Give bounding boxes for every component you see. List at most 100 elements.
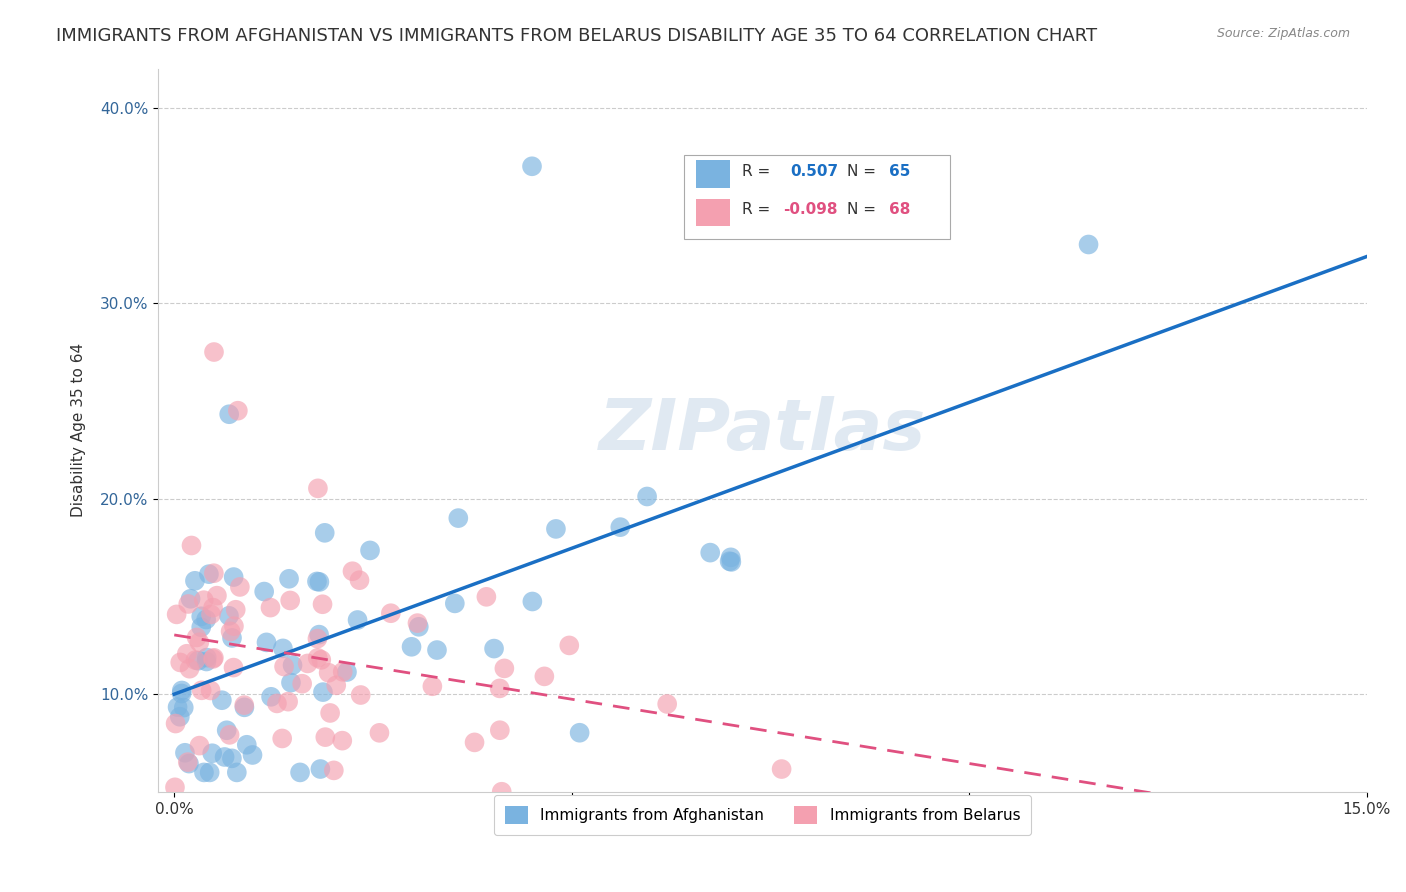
Point (368, 726, 391, 740)
Point (195, 655, 218, 669)
Y-axis label: Disability Age 35 to 64: Disability Age 35 to 64 (72, 343, 86, 517)
Point (221, 631, 243, 645)
Point (297, 657, 319, 671)
Point (447, 511, 470, 525)
Point (170, 683, 193, 698)
Point (177, 756, 200, 771)
Point (568, 725, 591, 739)
Point (222, 570, 245, 584)
Point (314, 525, 336, 540)
Point (200, 607, 222, 622)
Text: ZIPatlas: ZIPatlas (599, 396, 927, 465)
Point (177, 755, 200, 769)
Point (426, 643, 449, 657)
Text: IMMIGRANTS FROM AFGHANISTAN VS IMMIGRANTS FROM BELARUS DISABILITY AGE 35 TO 64 C: IMMIGRANTS FROM AFGHANISTAN VS IMMIGRANT… (56, 27, 1097, 45)
Point (271, 731, 294, 746)
Point (218, 407, 240, 421)
Point (184, 574, 207, 588)
FancyBboxPatch shape (685, 155, 950, 238)
Point (491, 785, 513, 799)
Point (308, 627, 330, 641)
Point (278, 572, 301, 586)
Point (718, 554, 741, 568)
Point (253, 584, 276, 599)
Point (1077, 237, 1099, 252)
Point (609, 520, 631, 534)
Point (657, 697, 679, 711)
Point (408, 620, 430, 634)
Point (305, 574, 328, 589)
Text: R =: R = (742, 202, 775, 217)
Point (236, 738, 259, 752)
Point (180, 591, 202, 606)
Point (422, 679, 444, 693)
Point (190, 609, 212, 624)
Point (278, 593, 301, 607)
Point (198, 765, 221, 780)
Point (288, 765, 311, 780)
Point (322, 764, 344, 778)
Point (489, 723, 512, 738)
Point (229, 580, 252, 594)
Point (271, 641, 294, 656)
Point (256, 635, 278, 649)
Text: 65: 65 (890, 164, 911, 178)
Point (188, 635, 211, 649)
Point (222, 619, 245, 633)
Point (219, 624, 242, 639)
Point (170, 686, 193, 700)
Point (319, 706, 342, 720)
Point (202, 345, 225, 359)
Point (177, 597, 200, 611)
Point (214, 750, 236, 764)
Point (312, 685, 335, 699)
Point (464, 735, 486, 749)
Point (190, 683, 212, 698)
Point (350, 688, 373, 702)
Point (233, 700, 256, 714)
Point (202, 566, 225, 581)
Point (176, 647, 198, 661)
Point (193, 765, 215, 780)
Point (309, 653, 332, 667)
Point (520, 159, 543, 173)
Point (218, 728, 240, 742)
Point (336, 665, 359, 679)
Point (259, 600, 281, 615)
FancyBboxPatch shape (696, 161, 730, 188)
Point (202, 650, 225, 665)
Point (184, 653, 207, 667)
Point (260, 690, 283, 704)
Point (544, 522, 567, 536)
Point (165, 716, 187, 731)
Point (309, 762, 332, 776)
Point (342, 564, 364, 578)
Point (225, 603, 247, 617)
Point (380, 606, 402, 620)
Point (222, 660, 245, 674)
Point (699, 546, 721, 560)
Point (533, 669, 555, 683)
Point (443, 596, 465, 610)
Text: N =: N = (848, 164, 882, 178)
Point (166, 607, 188, 622)
Point (201, 746, 224, 760)
Point (277, 695, 299, 709)
Point (330, 733, 353, 747)
Point (307, 481, 329, 495)
Point (482, 641, 505, 656)
Point (218, 608, 240, 623)
Point (242, 747, 264, 762)
Point (187, 654, 209, 668)
Text: -0.098: -0.098 (783, 202, 838, 217)
Point (770, 762, 793, 776)
Point (233, 698, 256, 713)
Point (406, 616, 429, 631)
Text: N =: N = (848, 202, 882, 217)
Point (198, 567, 221, 582)
Point (221, 751, 243, 765)
Point (226, 403, 249, 417)
Point (291, 676, 314, 690)
Point (346, 613, 368, 627)
Point (325, 678, 347, 692)
